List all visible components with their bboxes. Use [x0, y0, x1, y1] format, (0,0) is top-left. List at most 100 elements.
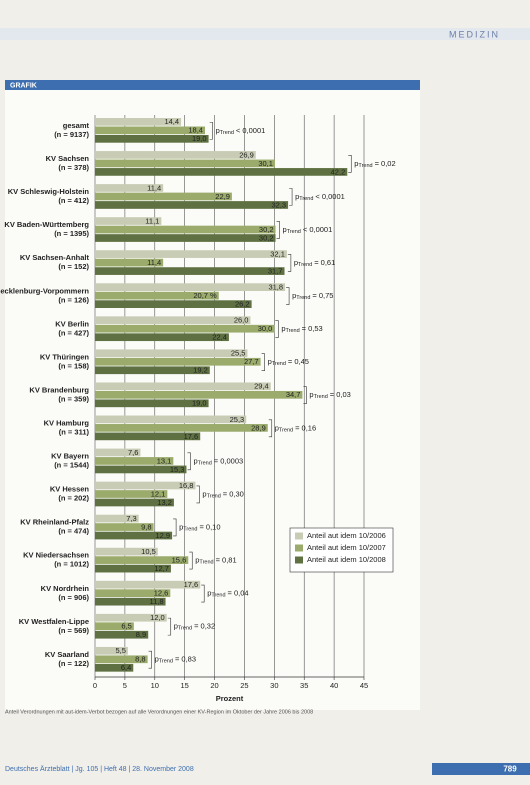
p-symbol: p — [354, 159, 358, 168]
p-value: pTrend = 0,0003 — [193, 456, 243, 466]
x-tick-label: 45 — [360, 681, 368, 690]
p-value: pTrend = 0,02 — [354, 159, 395, 169]
bar — [95, 390, 303, 399]
bar — [95, 514, 139, 523]
category-n: (n = 202) — [58, 494, 89, 503]
value-label: 31,7 — [268, 266, 283, 275]
p-symbol: p — [216, 126, 220, 135]
bar — [95, 333, 229, 342]
bar — [95, 531, 173, 540]
box-header — [5, 80, 420, 90]
p-subscript: Trend — [314, 395, 328, 401]
p-subscript: Trend — [298, 262, 312, 268]
p-subscript: Trend — [286, 329, 300, 335]
bar — [95, 159, 275, 168]
box-label: GRAFIK — [10, 82, 37, 89]
bar — [95, 465, 187, 474]
p-number: = 0,04 — [228, 589, 249, 598]
value-label: 25,5 — [231, 349, 246, 358]
category-n: (n = 9137) — [54, 130, 89, 139]
p-subscript: Trend — [159, 659, 173, 665]
bar — [95, 424, 268, 432]
bracket — [276, 221, 280, 239]
category-label: KV Bayern — [51, 452, 89, 461]
category-n: (n = 152) — [58, 262, 89, 271]
value-label: 12,7 — [154, 564, 169, 573]
p-subscript: Trend — [199, 560, 213, 566]
bar — [95, 432, 201, 441]
p-subscript: Trend — [358, 163, 372, 169]
p-symbol: p — [294, 258, 298, 267]
p-symbol: p — [195, 555, 199, 564]
bar — [95, 415, 247, 424]
p-value: pTrend = 0,32 — [174, 622, 215, 632]
p-number: = 0,30 — [223, 489, 244, 498]
value-label: 25,3 — [230, 415, 245, 424]
value-label: 26,9 — [239, 150, 254, 159]
p-symbol: p — [309, 390, 313, 399]
p-value: pTrend < 0,0001 — [283, 225, 333, 235]
category-n: (n = 412) — [58, 196, 89, 205]
p-value: pTrend = 0,30 — [202, 489, 243, 499]
value-label: 12,1 — [151, 489, 166, 498]
bar — [95, 564, 171, 573]
bracket — [286, 287, 290, 305]
value-label: 19,0 — [192, 399, 207, 408]
chart: 0 5 10 15 20 25 30 35 40 45 Prozent gesamt(n = 9137… — [0, 115, 396, 703]
bar — [95, 556, 189, 564]
value-label: 12,6 — [154, 589, 169, 598]
p-subscript: Trend — [207, 494, 221, 500]
bar — [95, 622, 134, 631]
category-n: (n = 126) — [58, 295, 89, 304]
p-subscript: Trend — [178, 626, 192, 632]
bar — [95, 118, 182, 126]
category-label: gesamt — [63, 121, 90, 130]
bar — [95, 316, 251, 325]
bracket — [187, 452, 191, 471]
legend-swatch — [295, 556, 303, 564]
p-symbol: p — [283, 225, 287, 234]
p-number: = 0,32 — [194, 622, 215, 631]
p-subscript: Trend — [279, 428, 293, 434]
value-label: 11,4 — [147, 183, 161, 192]
bar — [95, 498, 174, 507]
value-label: 10,5 — [141, 547, 156, 556]
category-n: (n = 378) — [58, 163, 89, 172]
bar — [95, 457, 174, 465]
p-subscript: Trend — [296, 295, 310, 301]
value-label: 6,5 — [121, 622, 131, 631]
p-subscript: Trend — [183, 527, 197, 533]
value-label: 12,0 — [150, 613, 165, 622]
category-label: KV Hessen — [50, 485, 90, 494]
value-label: 15,3 — [170, 465, 185, 474]
bar — [95, 217, 162, 225]
p-value: pTrend = 0,16 — [275, 423, 316, 433]
value-label: 26,2 — [235, 300, 250, 309]
p-value: pTrend = 0,10 — [179, 522, 220, 532]
p-number: = 0,03 — [330, 390, 351, 399]
bar — [95, 250, 287, 258]
p-number: = 0,16 — [295, 423, 316, 432]
category-n: (n = 569) — [58, 626, 89, 635]
p-value: pTrend = 0,61 — [294, 258, 335, 268]
value-label: 9,8 — [141, 522, 151, 531]
value-label: 28,9 — [251, 423, 266, 432]
p-number: < 0,0001 — [315, 192, 344, 201]
bar — [95, 168, 348, 176]
p-subscript: Trend — [220, 130, 234, 136]
x-tick-label: 5 — [123, 681, 127, 690]
x-tick-label: 0 — [93, 681, 97, 690]
value-label: 16,8 — [179, 481, 194, 490]
bar — [95, 192, 232, 201]
category-n: (n = 359) — [58, 394, 89, 403]
x-tick-label: 30 — [270, 681, 278, 690]
value-label: 13,2 — [157, 498, 172, 507]
bar — [95, 184, 164, 192]
bar — [95, 663, 134, 672]
bracket — [348, 155, 352, 173]
footer-journal: Deutsches Ärzteblatt | Jg. 105 | Heft 48… — [5, 765, 194, 773]
bracket — [268, 419, 273, 438]
category-label: KV Sachsen — [46, 154, 90, 163]
p-value: pTrend = 0,75 — [292, 291, 333, 301]
